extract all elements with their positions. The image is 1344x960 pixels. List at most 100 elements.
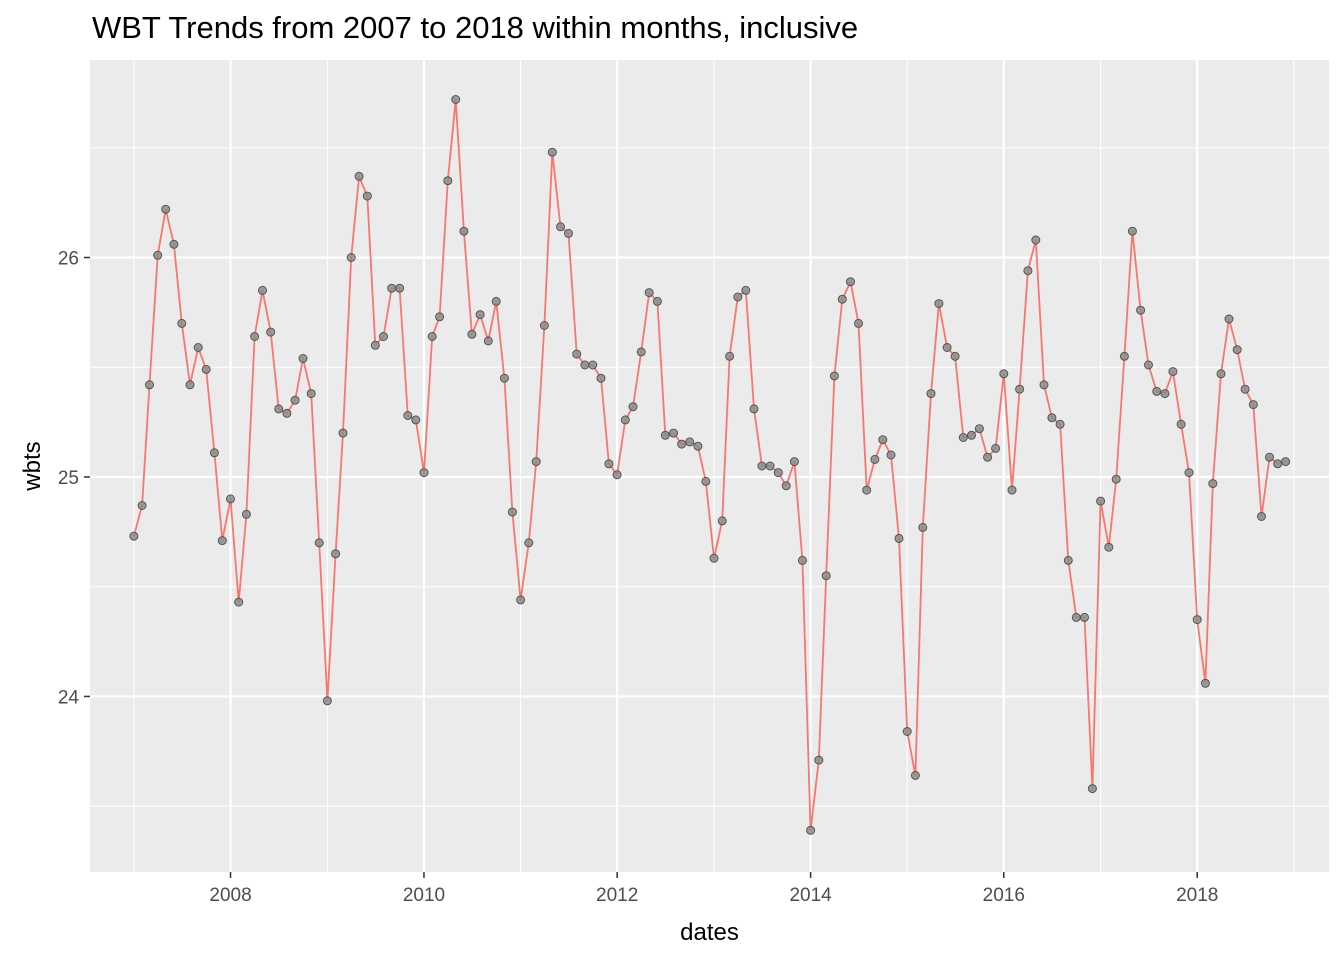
data-point xyxy=(854,318,863,328)
data-point xyxy=(886,450,896,460)
data-point xyxy=(902,727,912,736)
data-point xyxy=(282,408,292,418)
x-tick-label: 2010 xyxy=(403,885,445,906)
data-point xyxy=(967,430,976,440)
data-series xyxy=(129,95,1291,835)
data-point xyxy=(403,411,413,420)
data-point xyxy=(677,439,687,449)
data-point xyxy=(193,343,203,352)
data-point xyxy=(346,253,356,262)
data-point xyxy=(806,825,816,835)
data-point xyxy=(1063,555,1073,565)
data-point xyxy=(814,755,824,765)
data-point xyxy=(1257,512,1266,521)
data-point xyxy=(483,336,493,346)
chart-title: WBT Trends from 2007 to 2018 within mont… xyxy=(92,10,859,45)
data-point xyxy=(539,321,549,330)
data-point xyxy=(757,461,767,471)
data-point xyxy=(395,283,405,293)
data-point xyxy=(387,283,397,293)
data-point xyxy=(1055,419,1065,429)
data-point xyxy=(773,468,783,478)
data-point xyxy=(1232,345,1242,355)
data-point xyxy=(209,448,219,458)
y-axis-title: wbts xyxy=(19,441,46,491)
data-point xyxy=(354,171,364,181)
data-point xyxy=(910,770,920,780)
data-point xyxy=(137,501,147,510)
data-point xyxy=(467,329,477,339)
data-point xyxy=(322,696,332,706)
data-point xyxy=(974,424,984,434)
data-point xyxy=(290,395,300,405)
data-point xyxy=(331,549,341,559)
data-point xyxy=(709,553,719,563)
data-point xyxy=(999,369,1009,379)
data-point xyxy=(620,415,630,425)
data-point xyxy=(241,509,251,519)
data-point xyxy=(934,299,944,309)
data-point xyxy=(379,332,388,341)
data-point xyxy=(1071,612,1081,622)
data-point xyxy=(741,285,751,295)
data-point xyxy=(789,457,799,467)
data-point xyxy=(153,250,163,260)
data-point xyxy=(1039,380,1049,390)
data-point xyxy=(435,312,445,322)
data-point xyxy=(306,389,316,399)
data-point xyxy=(1265,452,1274,462)
data-point xyxy=(701,476,711,486)
data-point xyxy=(556,222,565,232)
data-point xyxy=(652,296,662,306)
data-point xyxy=(427,332,437,341)
data-point xyxy=(1096,496,1106,506)
data-point xyxy=(161,204,171,214)
data-point xyxy=(274,404,284,414)
y-tick-label: 24 xyxy=(58,687,80,708)
data-point xyxy=(370,340,380,350)
data-point xyxy=(234,597,244,607)
data-point xyxy=(596,373,606,383)
data-point xyxy=(419,468,429,478)
data-point xyxy=(1080,612,1089,622)
grid-lines xyxy=(90,60,1329,872)
data-point xyxy=(991,443,1001,453)
data-point xyxy=(725,351,735,361)
data-point xyxy=(443,176,453,186)
data-point xyxy=(314,538,324,548)
data-point xyxy=(628,402,638,412)
data-point xyxy=(1144,360,1153,370)
data-point xyxy=(749,404,759,414)
data-point xyxy=(1240,384,1250,394)
data-point xyxy=(1248,400,1258,410)
data-point xyxy=(1273,459,1283,469)
data-point xyxy=(644,288,654,298)
data-point xyxy=(926,389,936,399)
data-point xyxy=(870,454,880,464)
x-tick-label: 2014 xyxy=(789,885,832,906)
data-point xyxy=(837,294,847,304)
data-point xyxy=(1224,314,1234,324)
data-point xyxy=(451,95,461,104)
data-point xyxy=(878,435,888,445)
data-point xyxy=(685,437,695,447)
plot-panel xyxy=(90,60,1329,872)
data-point xyxy=(1281,457,1291,467)
data-point xyxy=(411,415,421,425)
data-point xyxy=(636,347,646,357)
data-point xyxy=(1119,351,1129,361)
data-point xyxy=(266,327,276,337)
data-point xyxy=(185,380,195,390)
data-point xyxy=(1031,235,1041,245)
data-point xyxy=(531,457,541,467)
data-point xyxy=(733,292,743,302)
y-tick-label: 26 xyxy=(58,249,79,270)
x-tick-label: 2008 xyxy=(209,885,251,906)
data-point xyxy=(524,538,534,548)
data-point xyxy=(765,461,775,471)
data-point xyxy=(1104,542,1114,552)
data-point xyxy=(1111,474,1121,484)
data-point xyxy=(201,364,211,374)
